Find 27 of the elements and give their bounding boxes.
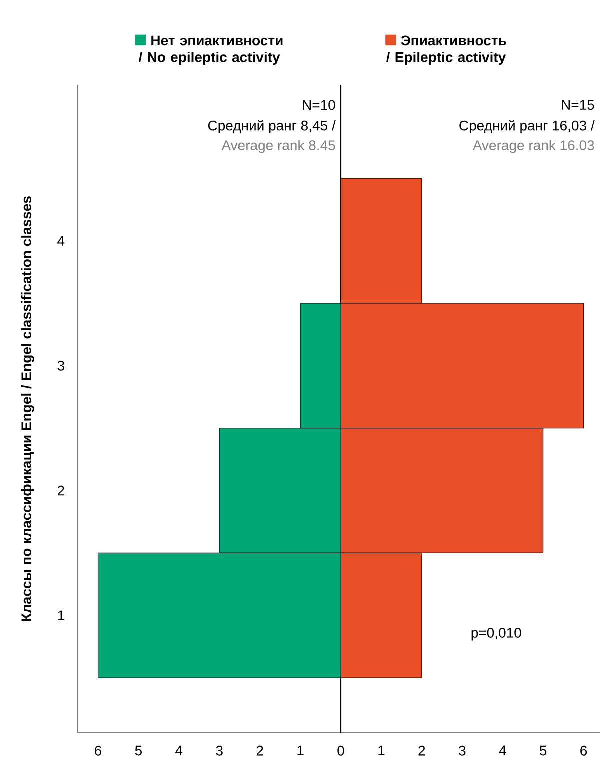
annotation: Average rank 16.03 (472, 140, 594, 154)
x-tick-label: 5 (135, 746, 142, 756)
legend-label: Нет эпиактивности / No epileptic activity (138, 36, 283, 66)
y-tick-label: 2 (58, 486, 64, 496)
x-tick-label: 3 (459, 746, 466, 756)
x-tick-label: 5 (540, 746, 547, 756)
x-tick-label: 2 (256, 746, 264, 756)
x-tick-label: 4 (499, 746, 506, 756)
annotation: Average rank 8.45 (222, 140, 336, 154)
x-tick-label: 6 (580, 746, 588, 756)
x-tick-label: 1 (298, 746, 304, 756)
annotation: p=0,010 (472, 628, 522, 641)
x-tick-label: 1 (378, 746, 385, 756)
annotation: N=10 (303, 100, 336, 110)
x-tick-label: 0 (338, 746, 344, 756)
x-tick-label: 4 (176, 746, 183, 756)
x-tick-label: 3 (216, 746, 223, 756)
annotation: Средний ранг 8,45 / (208, 120, 336, 134)
legend-label: Эпиактивность / Epileptic activity (386, 36, 506, 66)
x-tick-label: 2 (418, 746, 426, 756)
annotation: N=15 (562, 100, 594, 110)
y-tick-label: 3 (58, 360, 64, 371)
y-tick-label: 1 (58, 610, 64, 620)
x-tick-label: 6 (95, 746, 102, 756)
y-tick-label: 4 (58, 236, 65, 246)
y-axis-title: Классы по классификации Engel / Engel classification classes (21, 196, 34, 622)
annotation: Средний ранг 16,03 / (460, 120, 595, 134)
